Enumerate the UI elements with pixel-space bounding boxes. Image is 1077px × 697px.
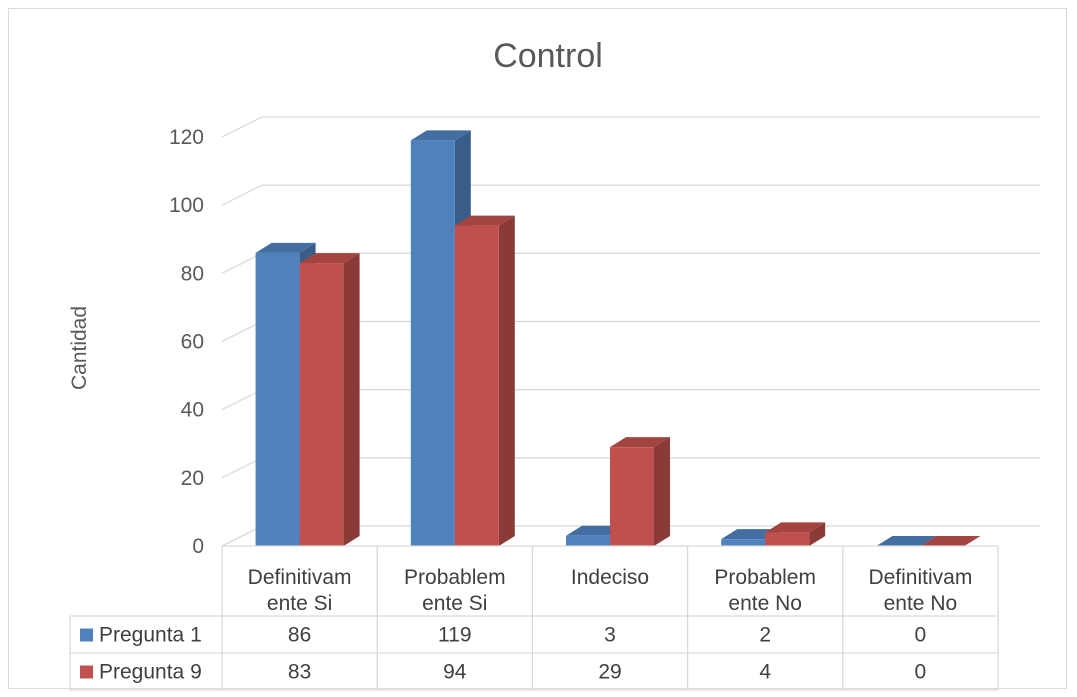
gridline-slant bbox=[221, 457, 263, 479]
x-tick-label-line: Definitivam bbox=[868, 566, 972, 589]
y-tick-label: 80 bbox=[181, 262, 204, 285]
legend-label: Pregunta 9 bbox=[99, 661, 202, 684]
x-tick-label: Probablem ente No bbox=[714, 566, 816, 615]
data-label: 83 bbox=[288, 661, 311, 684]
bar-side bbox=[343, 253, 360, 546]
bar-top bbox=[255, 242, 316, 253]
x-tick-label: Indeciso bbox=[571, 566, 649, 589]
x-tick-label-line: ente No bbox=[884, 592, 958, 615]
data-label: 86 bbox=[288, 624, 311, 647]
x-tick-label-line: ente Si bbox=[267, 592, 332, 615]
y-axis-ticks: 0 20 40 60 80 100 120 bbox=[169, 126, 204, 558]
data-label: 4 bbox=[759, 661, 771, 684]
y-tick-label: 120 bbox=[169, 126, 204, 149]
gridline-slant bbox=[221, 320, 263, 343]
bar-front bbox=[765, 532, 810, 546]
gridline-slant bbox=[221, 252, 263, 274]
x-tick-label-line: Probablem bbox=[404, 566, 506, 589]
bar bbox=[454, 215, 515, 546]
bar-front bbox=[410, 140, 455, 547]
chart-title: Control bbox=[493, 37, 603, 75]
x-tick-label-line: Probablem bbox=[714, 566, 816, 589]
bar-top bbox=[876, 536, 937, 546]
data-label: 0 bbox=[915, 624, 927, 647]
bars bbox=[255, 130, 981, 547]
bar bbox=[299, 253, 360, 546]
x-tick-label-line: Indeciso bbox=[571, 566, 649, 589]
bar-front bbox=[610, 447, 654, 546]
data-label: 2 bbox=[759, 624, 771, 647]
gridline-slant bbox=[221, 116, 263, 138]
bar-front bbox=[454, 225, 499, 546]
legend-swatch bbox=[80, 628, 93, 642]
data-label: 119 bbox=[438, 624, 471, 647]
bar-top bbox=[765, 522, 826, 533]
x-tick-label: Probablem ente Si bbox=[404, 566, 506, 615]
bar-top bbox=[610, 437, 670, 448]
bar bbox=[610, 437, 670, 546]
bar-top bbox=[299, 253, 360, 264]
bar-side bbox=[809, 522, 826, 546]
bar-side bbox=[498, 215, 515, 546]
y-tick-label: 20 bbox=[181, 467, 204, 490]
bar bbox=[876, 536, 937, 546]
bar-front bbox=[255, 252, 300, 546]
bar bbox=[765, 522, 826, 546]
data-table: Definitivam ente Si Probablem ente Si Indeci… bbox=[69, 545, 999, 691]
data-label: 94 bbox=[443, 661, 467, 684]
bar-top bbox=[410, 130, 471, 141]
x-tick-label-line: ente No bbox=[728, 592, 802, 615]
legend-swatch bbox=[80, 665, 93, 679]
bar-top bbox=[920, 536, 981, 546]
x-tick-label: Definitivam ente No bbox=[868, 566, 972, 615]
gridline-slant bbox=[221, 184, 263, 206]
data-label: 3 bbox=[604, 624, 616, 647]
x-tick-label-line: ente Si bbox=[422, 592, 487, 615]
y-axis-title: Cantidad bbox=[68, 306, 91, 390]
x-tick-label-line: Definitivam bbox=[248, 566, 352, 589]
bar-side bbox=[654, 437, 670, 546]
y-tick-label: 100 bbox=[169, 194, 204, 217]
legend-label: Pregunta 1 bbox=[99, 624, 202, 647]
y-tick-label: 0 bbox=[192, 535, 204, 558]
bar-front bbox=[566, 535, 610, 546]
y-tick-label: 60 bbox=[181, 331, 204, 354]
bar-front bbox=[299, 263, 344, 546]
gridline-slant bbox=[221, 389, 263, 411]
bar-front bbox=[721, 539, 766, 546]
x-tick-label: Definitivam ente Si bbox=[248, 566, 352, 615]
bar bbox=[920, 536, 981, 546]
data-label: 29 bbox=[598, 661, 621, 684]
gridline-slant bbox=[221, 525, 263, 547]
y-tick-label: 40 bbox=[181, 399, 204, 422]
data-label: 0 bbox=[915, 661, 927, 684]
gridlines bbox=[221, 116, 1040, 547]
bar-top bbox=[454, 215, 515, 226]
chart-frame bbox=[8, 8, 1067, 689]
